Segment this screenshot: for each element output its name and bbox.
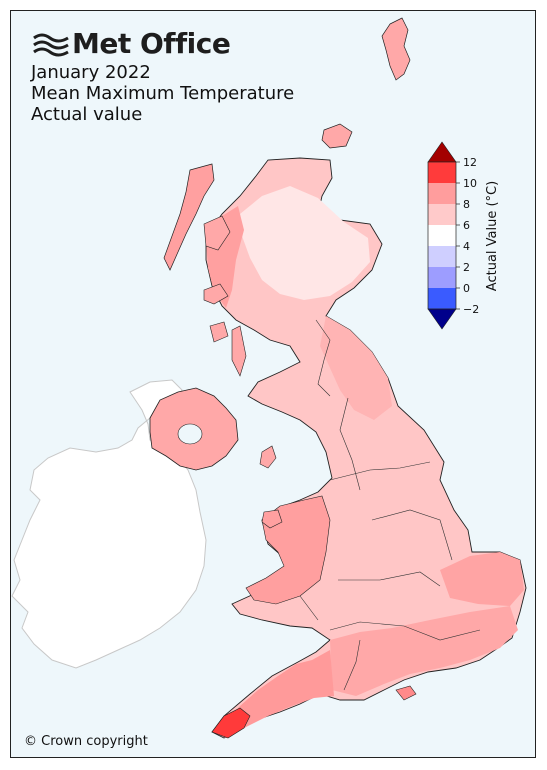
- islay: [209, 321, 229, 343]
- isle-of-wight: [395, 685, 417, 701]
- colorbar-tick: −2: [463, 303, 479, 316]
- ireland-landmass: [11, 379, 207, 669]
- met-office-wave-icon: [33, 33, 69, 57]
- colorbar-tick: 2: [463, 261, 470, 274]
- colorbar-top-arrow: [427, 141, 457, 163]
- colorbar-band-0-2: [428, 267, 456, 288]
- western-isles: [163, 163, 215, 271]
- skye: [203, 215, 231, 251]
- colorbar-band-neg2-0: [428, 288, 456, 309]
- map-title-measure: Actual value: [31, 104, 143, 125]
- colorbar-tick: 0: [463, 282, 470, 295]
- arran-kintyre: [231, 325, 247, 377]
- met-office-logo-text: Met Office: [72, 27, 231, 60]
- colorbar-band-6-8: [428, 204, 456, 225]
- lough-neagh: [177, 423, 203, 445]
- shetland: [381, 17, 411, 81]
- isle-of-man: [259, 445, 277, 469]
- colorbar-bottom-arrow: [427, 308, 457, 330]
- south-england: [330, 606, 518, 696]
- colorbar-band-10-12: [428, 162, 456, 183]
- copyright-notice: © Crown copyright: [24, 734, 148, 749]
- orkney: [321, 123, 353, 149]
- colorbar-tick: 4: [463, 240, 470, 253]
- scottish-highlands: [240, 186, 370, 300]
- colorbar-label: Actual Value (°C): [485, 181, 500, 291]
- colorbar-tick: 6: [463, 219, 470, 232]
- colorbar-band-8-10: [428, 183, 456, 204]
- colorbar-tick: 12: [463, 156, 477, 169]
- cornwall-tip: [211, 707, 251, 739]
- colorbar-outline: [427, 161, 457, 310]
- map-title-period: January 2022: [31, 62, 151, 83]
- map-title-variable: Mean Maximum Temperature: [31, 83, 295, 104]
- colorbar-tick: 10: [463, 177, 477, 190]
- east-anglia: [440, 552, 524, 606]
- colorbar-band-4-6: [428, 225, 456, 246]
- northumbria-region: [320, 316, 392, 420]
- region-boundaries: [299, 319, 481, 691]
- temperature-colorbar: 12 10 8 6 4 2 0 −2 Actual Value (°C): [427, 141, 500, 330]
- mull: [203, 283, 229, 305]
- colorbar-band-2-4: [428, 246, 456, 267]
- colorbar-tick: 8: [463, 198, 470, 211]
- anglesey: [261, 509, 283, 529]
